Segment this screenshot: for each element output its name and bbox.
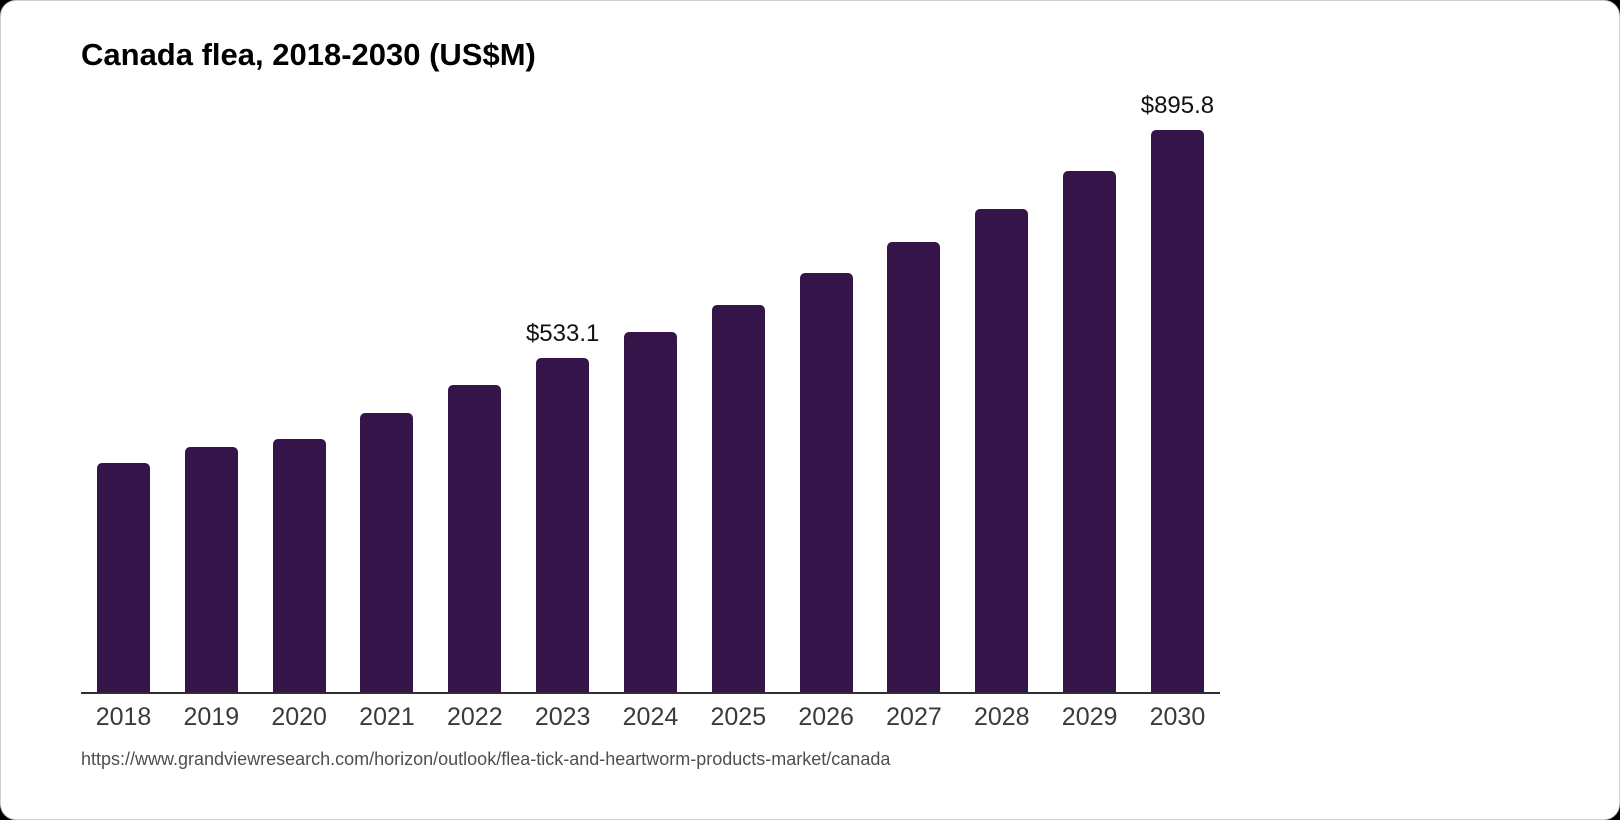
source-url: https://www.grandviewresearch.com/horizo… xyxy=(81,749,891,769)
x-tick-2022: 2022 xyxy=(447,703,503,732)
x-tick-2028: 2028 xyxy=(973,703,1030,732)
bar-2021 xyxy=(360,413,414,692)
data-label-2030: $895.8 xyxy=(1140,92,1215,119)
x-tick-2027: 2027 xyxy=(886,703,942,732)
bar-group-2026 xyxy=(799,132,853,692)
x-tick-2024: 2024 xyxy=(622,703,679,732)
x-tick-2019: 2019 xyxy=(183,703,240,732)
x-tick-2018: 2018 xyxy=(95,703,152,732)
bar-group-2022 xyxy=(448,132,502,692)
x-tick-label: 2022 xyxy=(447,703,503,731)
plot-area: $533.1 $895.8 xyxy=(81,92,1220,694)
bar-2025 xyxy=(711,305,765,692)
bar-2026 xyxy=(799,273,853,692)
bar-group-2028 xyxy=(975,132,1029,692)
x-tick-2030: 2030 xyxy=(1149,703,1206,732)
bar-2027 xyxy=(887,242,941,692)
x-tick-label: 2026 xyxy=(798,703,854,731)
bar-group-2019 xyxy=(184,132,238,692)
x-tick-label: 2030 xyxy=(1149,703,1206,731)
bar-2020 xyxy=(272,439,326,692)
x-tick-label: 2029 xyxy=(1061,703,1118,731)
bar-group-2023: $533.1 xyxy=(526,132,599,692)
bar-group-2025 xyxy=(711,132,765,692)
x-tick-label: 2023 xyxy=(534,703,591,731)
bar-2028 xyxy=(975,209,1029,692)
bar-group-2029 xyxy=(1063,132,1117,692)
bar-2023 xyxy=(536,358,590,692)
bar-2018 xyxy=(97,463,150,692)
x-tick-2023: 2023 xyxy=(534,703,591,732)
x-tick-label: 2018 xyxy=(95,703,152,731)
x-tick-2020: 2020 xyxy=(271,703,327,732)
bar-group-2021 xyxy=(360,132,414,692)
bar-2022 xyxy=(448,385,502,692)
bar-group-2020 xyxy=(272,132,326,692)
x-tick-label: 2028 xyxy=(973,703,1030,731)
bar-2030 xyxy=(1150,130,1204,692)
x-tick-label: 2020 xyxy=(271,703,327,731)
x-tick-2025: 2025 xyxy=(710,703,767,732)
x-tick-label: 2025 xyxy=(710,703,767,731)
bar-2029 xyxy=(1063,171,1117,692)
x-tick-label: 2019 xyxy=(183,703,240,731)
x-tick-2021: 2021 xyxy=(359,703,415,732)
x-tick-2026: 2026 xyxy=(798,703,854,732)
bar-group-2024 xyxy=(623,132,677,692)
x-tick-label: 2021 xyxy=(359,703,415,731)
x-tick-label: 2027 xyxy=(886,703,942,731)
x-tick-2029: 2029 xyxy=(1061,703,1118,732)
bar-2019 xyxy=(184,447,238,692)
bar-2024 xyxy=(623,332,677,692)
x-tick-label: 2024 xyxy=(622,703,679,731)
chart-title: Canada flea, 2018-2030 (US$M) xyxy=(81,37,536,72)
bar-group-2027 xyxy=(887,132,941,692)
bar-group-2030: $895.8 xyxy=(1141,92,1214,692)
x-axis-ticks: 2018 2019 2020 2021 2022 2023 2024 2025 2026 2027… xyxy=(81,703,1220,732)
bar-group-2018 xyxy=(97,132,150,692)
data-label-2023: $533.1 xyxy=(525,320,600,347)
